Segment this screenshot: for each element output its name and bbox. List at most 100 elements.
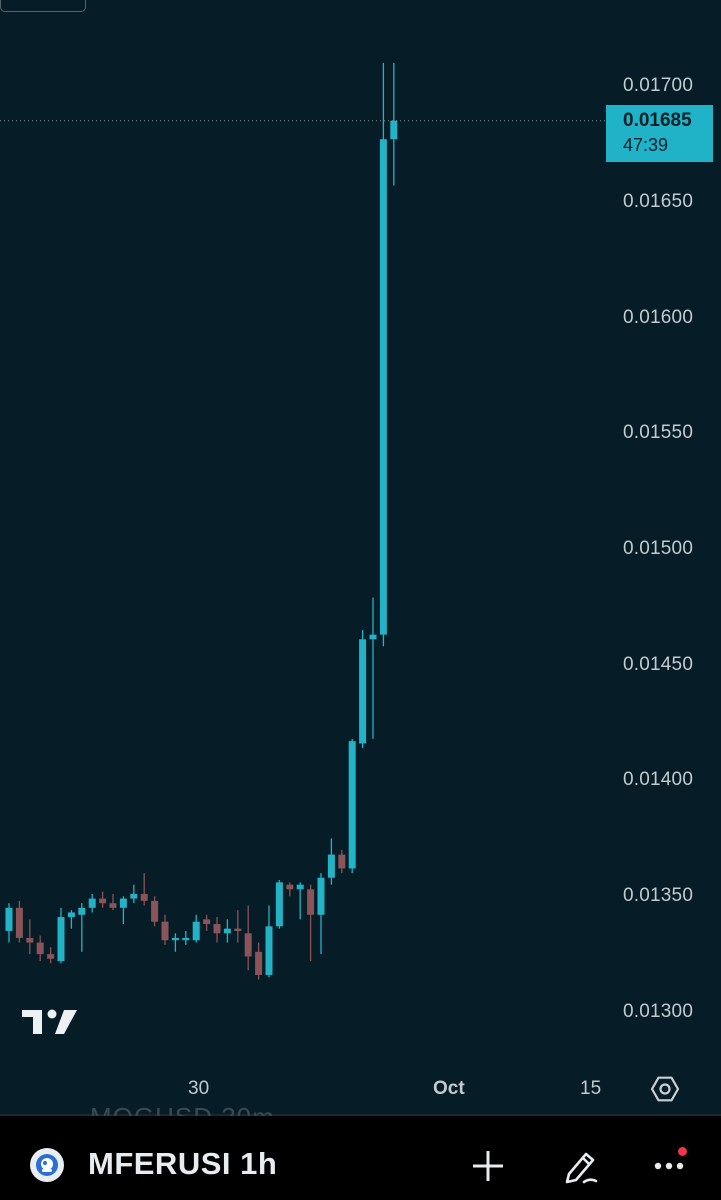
- bottom-toolbar: [0, 1116, 721, 1200]
- price-axis-label: 0.01700: [623, 75, 694, 96]
- candle-body: [130, 893, 138, 899]
- last-price-badge: 0.01685 47:39: [606, 105, 713, 162]
- candle: [234, 910, 242, 943]
- chart-settings-icon[interactable]: [651, 1075, 679, 1103]
- candle: [348, 738, 356, 874]
- candle-body: [78, 907, 86, 915]
- candle-body: [67, 912, 75, 918]
- candle-body: [151, 900, 159, 922]
- time-axis-label: 30: [188, 1078, 210, 1099]
- candle: [47, 947, 55, 964]
- candle: [338, 849, 346, 874]
- candle-body: [213, 924, 221, 934]
- price-axis-label: 0.01300: [623, 1001, 694, 1022]
- candle: [5, 903, 13, 943]
- price-chart[interactable]: [0, 0, 721, 1115]
- candle-body: [244, 933, 252, 957]
- candle: [99, 891, 107, 908]
- candle-body: [119, 898, 127, 908]
- top-toolbar-button[interactable]: [0, 0, 86, 12]
- symbol-interval-button[interactable]: MFERUSI 1h: [88, 1146, 278, 1181]
- price-axis-label: 0.01650: [623, 191, 694, 212]
- candle: [151, 896, 159, 927]
- time-axis-label: Oct: [433, 1078, 465, 1099]
- candle: [182, 930, 190, 945]
- candle-body: [286, 884, 294, 890]
- candle-body: [307, 889, 315, 915]
- candle: [265, 905, 273, 978]
- plus-icon[interactable]: [468, 1146, 508, 1186]
- candle: [307, 884, 315, 962]
- candle-body: [140, 893, 148, 901]
- candle-body: [36, 942, 44, 955]
- price-axis-label: 0.01350: [623, 885, 694, 906]
- candle-body: [203, 919, 211, 925]
- candle: [171, 933, 179, 952]
- bottom-divider: [0, 1114, 721, 1116]
- bar-countdown: 47:39: [623, 135, 669, 155]
- candle-body: [255, 951, 263, 975]
- last-price-value: 0.01685: [623, 110, 692, 131]
- candle: [67, 910, 75, 929]
- candle-body: [234, 928, 242, 931]
- candle: [36, 935, 44, 962]
- drawing-pen-icon[interactable]: [560, 1146, 600, 1186]
- candle-body: [359, 639, 367, 744]
- candle: [275, 880, 283, 929]
- candle: [296, 882, 304, 920]
- candle: [109, 893, 117, 911]
- candle-body: [317, 877, 325, 915]
- candle-body: [223, 928, 231, 934]
- candle-body: [265, 926, 273, 975]
- candle: [78, 903, 86, 952]
- candle: [327, 838, 335, 885]
- candle: [15, 900, 23, 943]
- candle-body: [26, 937, 34, 943]
- price-axis-label: 0.01550: [623, 422, 694, 443]
- candle: [213, 917, 221, 943]
- coin-logo-icon: [36, 1154, 58, 1176]
- candle-body: [161, 921, 169, 941]
- more-options-icon[interactable]: [650, 1146, 690, 1186]
- tradingview-logo-icon: [22, 1009, 77, 1034]
- candle-body: [171, 937, 179, 941]
- candle: [26, 919, 34, 955]
- candle: [203, 914, 211, 931]
- candle: [359, 630, 367, 749]
- candle-body: [57, 917, 65, 962]
- candle-body: [379, 139, 387, 635]
- candle: [255, 942, 263, 980]
- candle: [379, 62, 387, 647]
- candle: [390, 62, 398, 186]
- candle-body: [338, 854, 346, 869]
- candle: [286, 882, 294, 897]
- price-axis-label: 0.01450: [623, 654, 694, 675]
- notification-dot: [678, 1147, 687, 1156]
- candle-body: [327, 854, 335, 878]
- candle: [140, 873, 148, 906]
- candle-body: [182, 937, 190, 941]
- candle: [244, 905, 252, 971]
- candle-body: [5, 907, 13, 931]
- candle: [130, 884, 138, 904]
- candle: [57, 907, 65, 964]
- candle: [369, 597, 377, 739]
- candle-body: [47, 954, 55, 959]
- time-axis-label: 15: [580, 1078, 602, 1099]
- previous-symbol-ghost: MOGUSD 30m: [90, 1104, 275, 1116]
- candle-body: [390, 120, 398, 140]
- candle: [192, 914, 200, 943]
- candle-body: [369, 634, 377, 640]
- candle-body: [15, 907, 23, 938]
- price-axis-label: 0.01500: [623, 538, 694, 559]
- candle: [88, 893, 96, 913]
- symbol-avatar-icon[interactable]: [30, 1148, 64, 1182]
- candle-body: [348, 741, 356, 869]
- candle-body: [192, 921, 200, 941]
- candle: [223, 919, 231, 943]
- candle-body: [275, 882, 283, 927]
- price-axis-label: 0.01400: [623, 769, 694, 790]
- candle-body: [296, 884, 304, 890]
- candle: [119, 896, 127, 925]
- candle-body: [109, 903, 117, 908]
